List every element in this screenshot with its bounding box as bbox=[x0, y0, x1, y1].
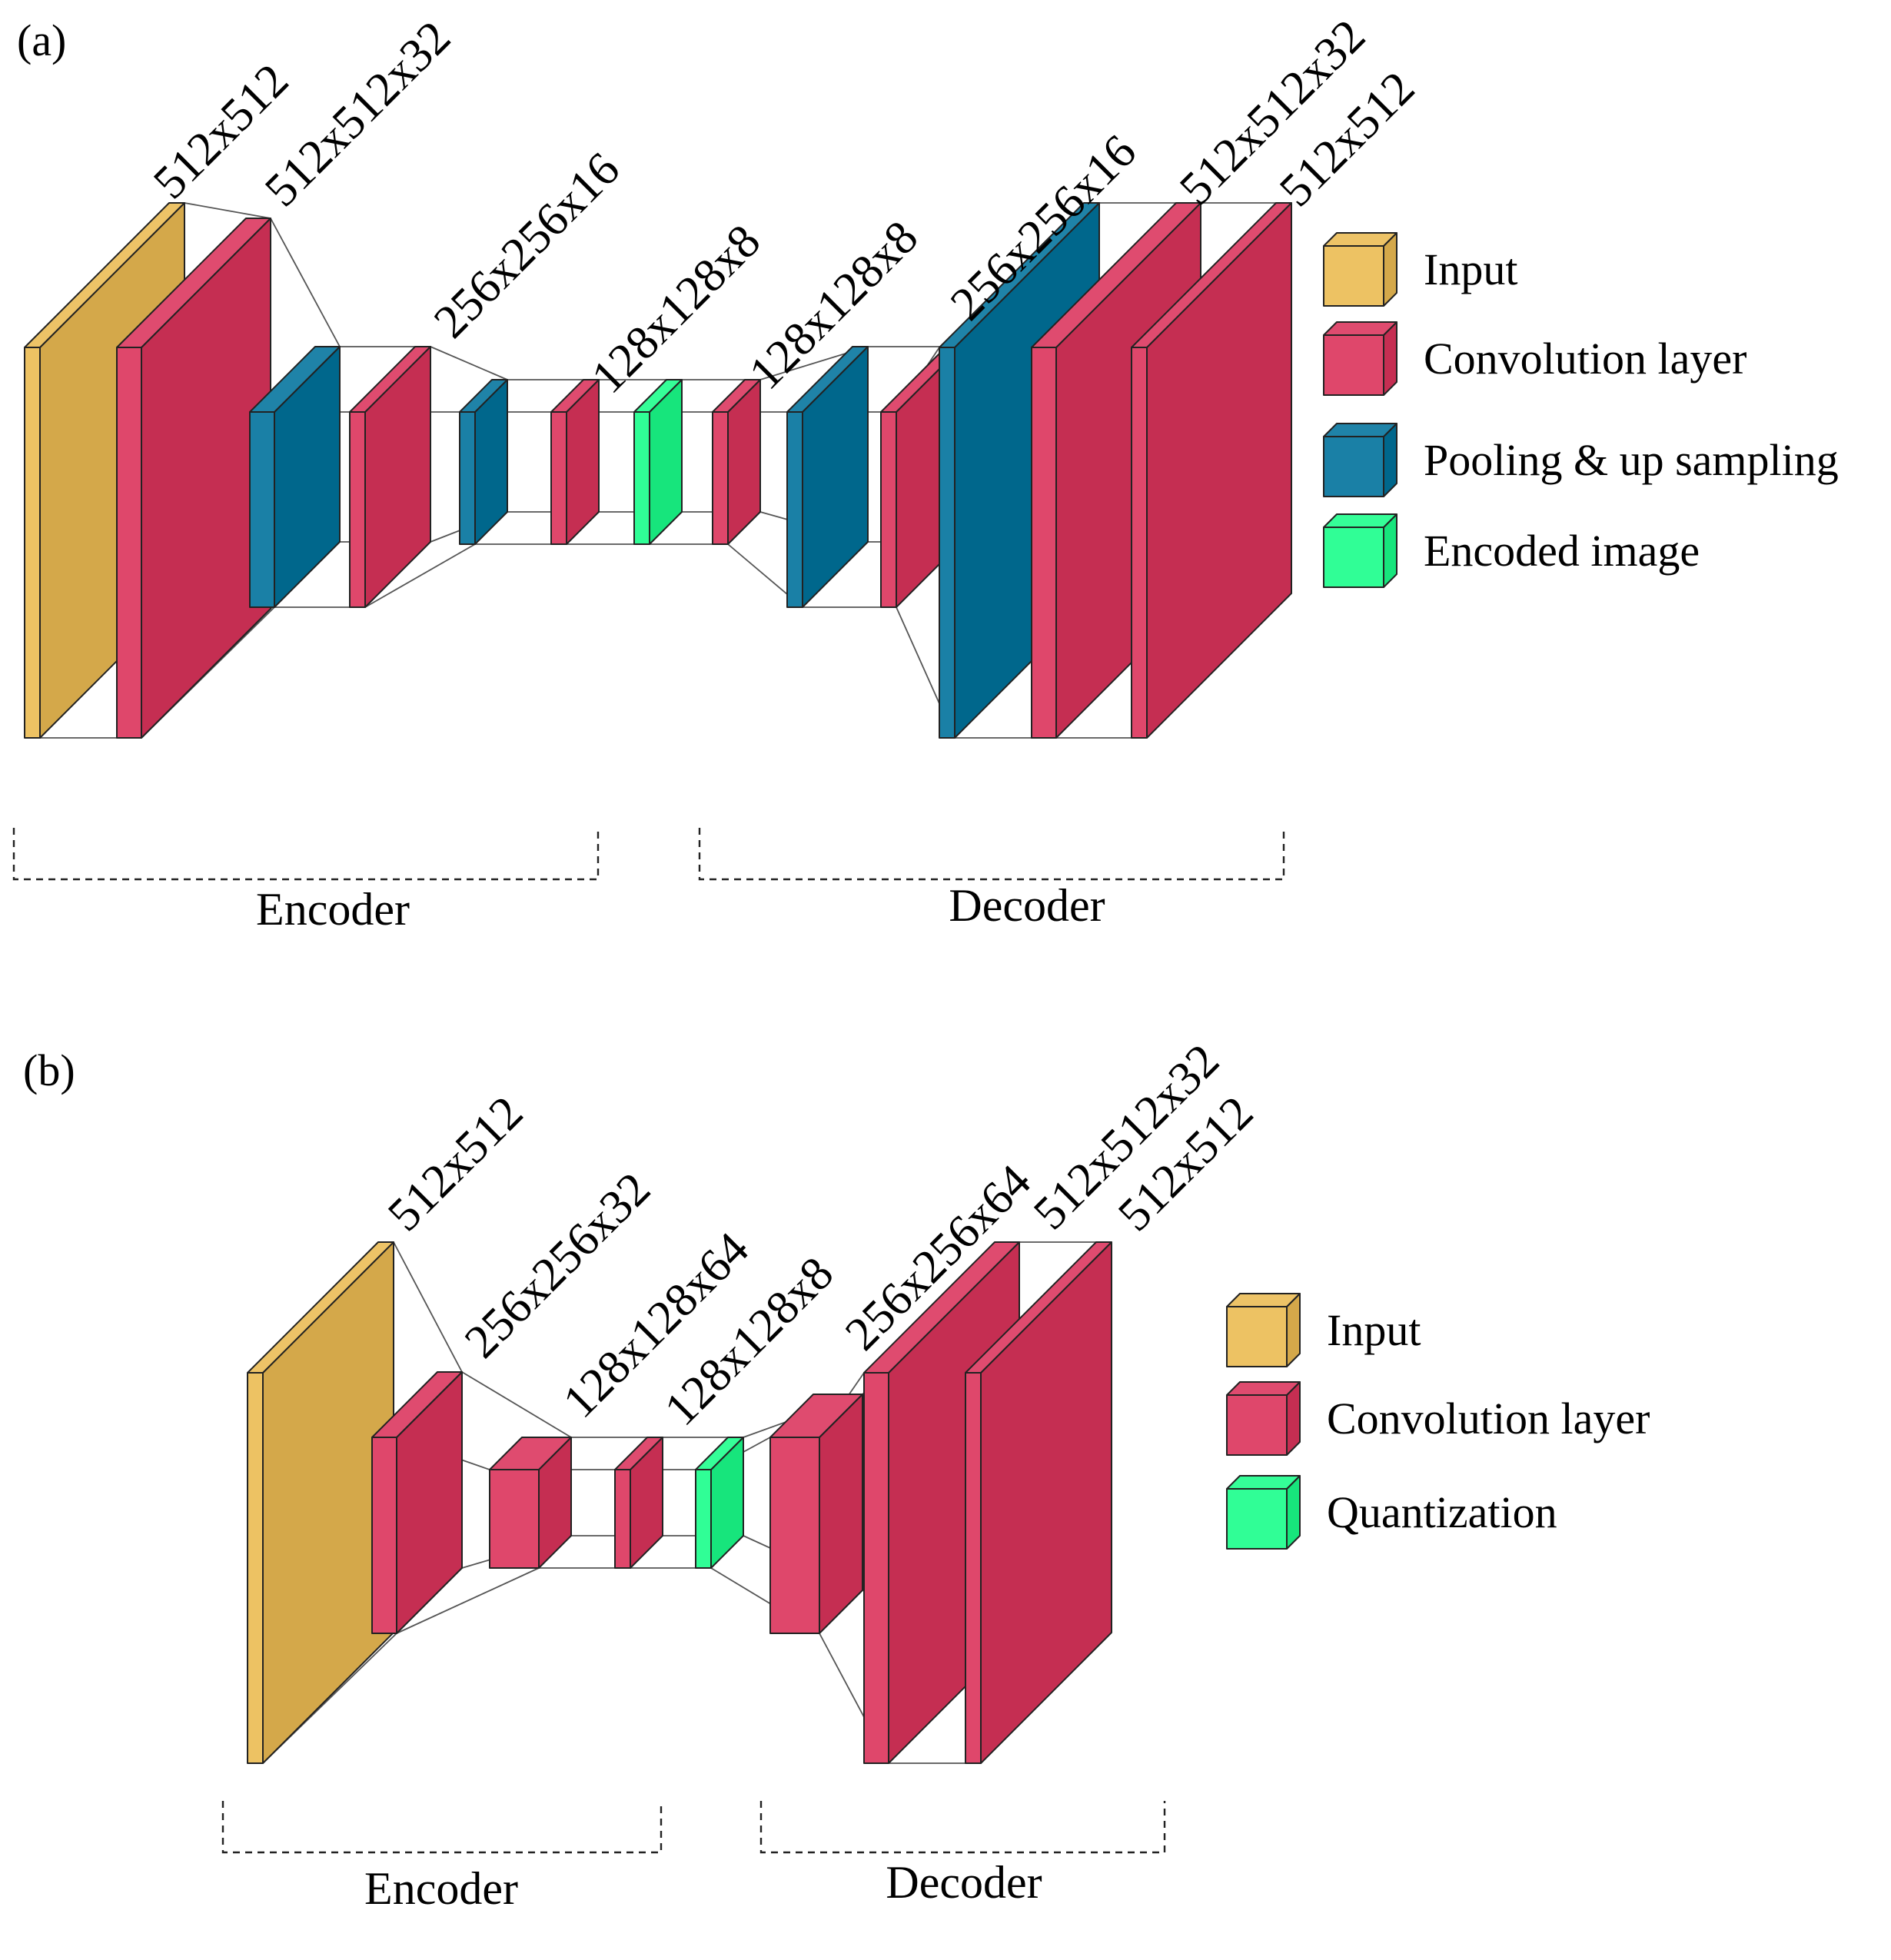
legend-b-item-2-swatch bbox=[1226, 1475, 1301, 1550]
layer-b-4-encoded bbox=[695, 1437, 744, 1569]
legend-a-item-3-swatch bbox=[1323, 513, 1397, 588]
layer-b-3-conv-front bbox=[614, 1469, 631, 1569]
legend-a-item-1-swatch-top bbox=[1323, 321, 1397, 336]
layer-b-6-conv-front bbox=[863, 1372, 889, 1764]
blocks-b bbox=[247, 1241, 1112, 1764]
encoder-bracket-a bbox=[12, 828, 600, 881]
legend-a-item-0-swatch bbox=[1323, 232, 1397, 307]
layer-b-1-conv-front bbox=[371, 1437, 397, 1634]
legend-a-item-0-swatch-front bbox=[1323, 245, 1384, 307]
layer-b-1-conv bbox=[371, 1371, 463, 1634]
legend-b-item-1-swatch-top bbox=[1226, 1381, 1301, 1396]
legend-b-item-2-swatch-top bbox=[1226, 1475, 1301, 1490]
layer-a-7-conv-front bbox=[712, 411, 729, 545]
legend-a-item-1-swatch-front bbox=[1323, 334, 1384, 396]
layer-a-2-pool bbox=[249, 346, 341, 608]
layer-a-7-conv bbox=[712, 379, 761, 545]
decoder-label-a: Decoder bbox=[949, 880, 1105, 931]
layer-a-4-pool-front bbox=[459, 411, 476, 545]
legend-b-item-0-label: Input bbox=[1327, 1305, 1421, 1355]
legend-b-item-0: Input bbox=[1226, 1293, 1421, 1367]
dim-label-b-0: 512x512 bbox=[378, 1086, 533, 1241]
layer-b-5-conv-front bbox=[769, 1437, 820, 1634]
legend-a-item-3-label: Encoded image bbox=[1424, 526, 1700, 576]
legend-a: Input Convolution layer Pooling & up sampl… bbox=[1323, 232, 1839, 588]
layer-b-3-conv bbox=[614, 1437, 663, 1569]
legend-b-item-1: Convolution layer bbox=[1226, 1381, 1650, 1456]
legend-b-item-1-swatch-front bbox=[1226, 1394, 1288, 1456]
layer-b-2-conv-front bbox=[489, 1469, 540, 1569]
legend-a-item-3-swatch-top bbox=[1323, 513, 1397, 528]
layer-a-6-encoded bbox=[633, 379, 683, 545]
layer-b-0-input-front bbox=[247, 1372, 264, 1764]
layer-a-0-input-front bbox=[24, 347, 41, 739]
layer-b-0-input bbox=[247, 1241, 394, 1764]
layer-b-5-conv bbox=[769, 1394, 863, 1634]
legend-a-item-3: Encoded image bbox=[1323, 513, 1700, 588]
legend-a-item-1-label: Convolution layer bbox=[1424, 334, 1746, 384]
legend-b-item-2-swatch-front bbox=[1226, 1488, 1288, 1550]
layer-b-7-conv bbox=[965, 1241, 1112, 1764]
layer-a-6-encoded-front bbox=[633, 411, 650, 545]
layer-a-8-pool-front bbox=[786, 411, 803, 608]
layer-a-1-conv-front bbox=[116, 347, 142, 739]
layer-a-3-conv bbox=[349, 346, 431, 608]
panel-a-label: (a) bbox=[17, 15, 66, 65]
layer-a-5-conv bbox=[550, 379, 600, 545]
layer-a-4-pool bbox=[459, 379, 508, 545]
panel-b-label: (b) bbox=[23, 1045, 75, 1095]
layer-a-2-pool-front bbox=[249, 411, 275, 608]
legend-a-item-2-swatch-top bbox=[1323, 423, 1397, 437]
layer-b-2-conv bbox=[489, 1437, 572, 1569]
legend-a-item-0-label: Input bbox=[1424, 244, 1517, 294]
dim-label-a-6: 128x128x8 bbox=[582, 215, 770, 404]
legend-b-item-1-swatch bbox=[1226, 1381, 1301, 1456]
legend-a-item-1: Convolution layer bbox=[1323, 321, 1746, 396]
legend-a-item-2-label: Pooling & up sampling bbox=[1424, 435, 1839, 485]
encoder-bracket-b bbox=[221, 1801, 663, 1854]
legend-a-item-2: Pooling & up sampling bbox=[1323, 423, 1839, 497]
decoder-label-b: Decoder bbox=[886, 1857, 1042, 1908]
legend-a-item-0: Input bbox=[1323, 232, 1517, 307]
encoder-label-b: Encoder bbox=[364, 1863, 518, 1914]
layer-a-11-conv-front bbox=[1031, 347, 1057, 739]
legend-a-item-3-swatch-front bbox=[1323, 527, 1384, 588]
layer-b-4-encoded-front bbox=[695, 1469, 712, 1569]
legend-a-item-1-swatch bbox=[1323, 321, 1397, 396]
legend-b-item-2: Quantization bbox=[1226, 1475, 1557, 1550]
legend-b: Input Convolution layer Quantization bbox=[1226, 1293, 1650, 1550]
encoder-label-a: Encoder bbox=[256, 884, 410, 935]
layer-a-12-conv-front bbox=[1131, 347, 1148, 739]
decoder-bracket-a bbox=[698, 828, 1285, 881]
layer-a-3-conv-front bbox=[349, 411, 366, 608]
legend-b-item-2-label: Quantization bbox=[1327, 1487, 1557, 1537]
layer-a-9-conv-front bbox=[880, 411, 897, 608]
layer-a-12-conv bbox=[1131, 202, 1292, 739]
dim-label-a-3: 256x256x16 bbox=[424, 143, 630, 348]
legend-a-item-0-swatch-top bbox=[1323, 232, 1397, 247]
legend-b-item-0-swatch bbox=[1226, 1293, 1301, 1367]
legend-b-item-1-label: Convolution layer bbox=[1327, 1394, 1650, 1443]
legend-a-item-2-swatch bbox=[1323, 423, 1397, 497]
layer-a-5-conv-front bbox=[550, 411, 567, 545]
legend-b-item-0-swatch-top bbox=[1226, 1293, 1301, 1307]
layer-a-10-pool-front bbox=[939, 347, 955, 739]
legend-b-item-0-swatch-front bbox=[1226, 1306, 1288, 1367]
dims-b: 512x512256x256x32128x128x64128x128x8256x… bbox=[378, 1035, 1264, 1436]
legend-a-item-2-swatch-front bbox=[1323, 436, 1384, 497]
layer-a-8-pool bbox=[786, 346, 869, 608]
layer-a-1-conv bbox=[116, 218, 271, 739]
blocks-a bbox=[24, 202, 1292, 739]
layer-b-7-conv-front bbox=[965, 1372, 982, 1764]
decoder-bracket-b bbox=[759, 1801, 1166, 1854]
dim-label-a-1: 512x512x32 bbox=[255, 12, 460, 217]
